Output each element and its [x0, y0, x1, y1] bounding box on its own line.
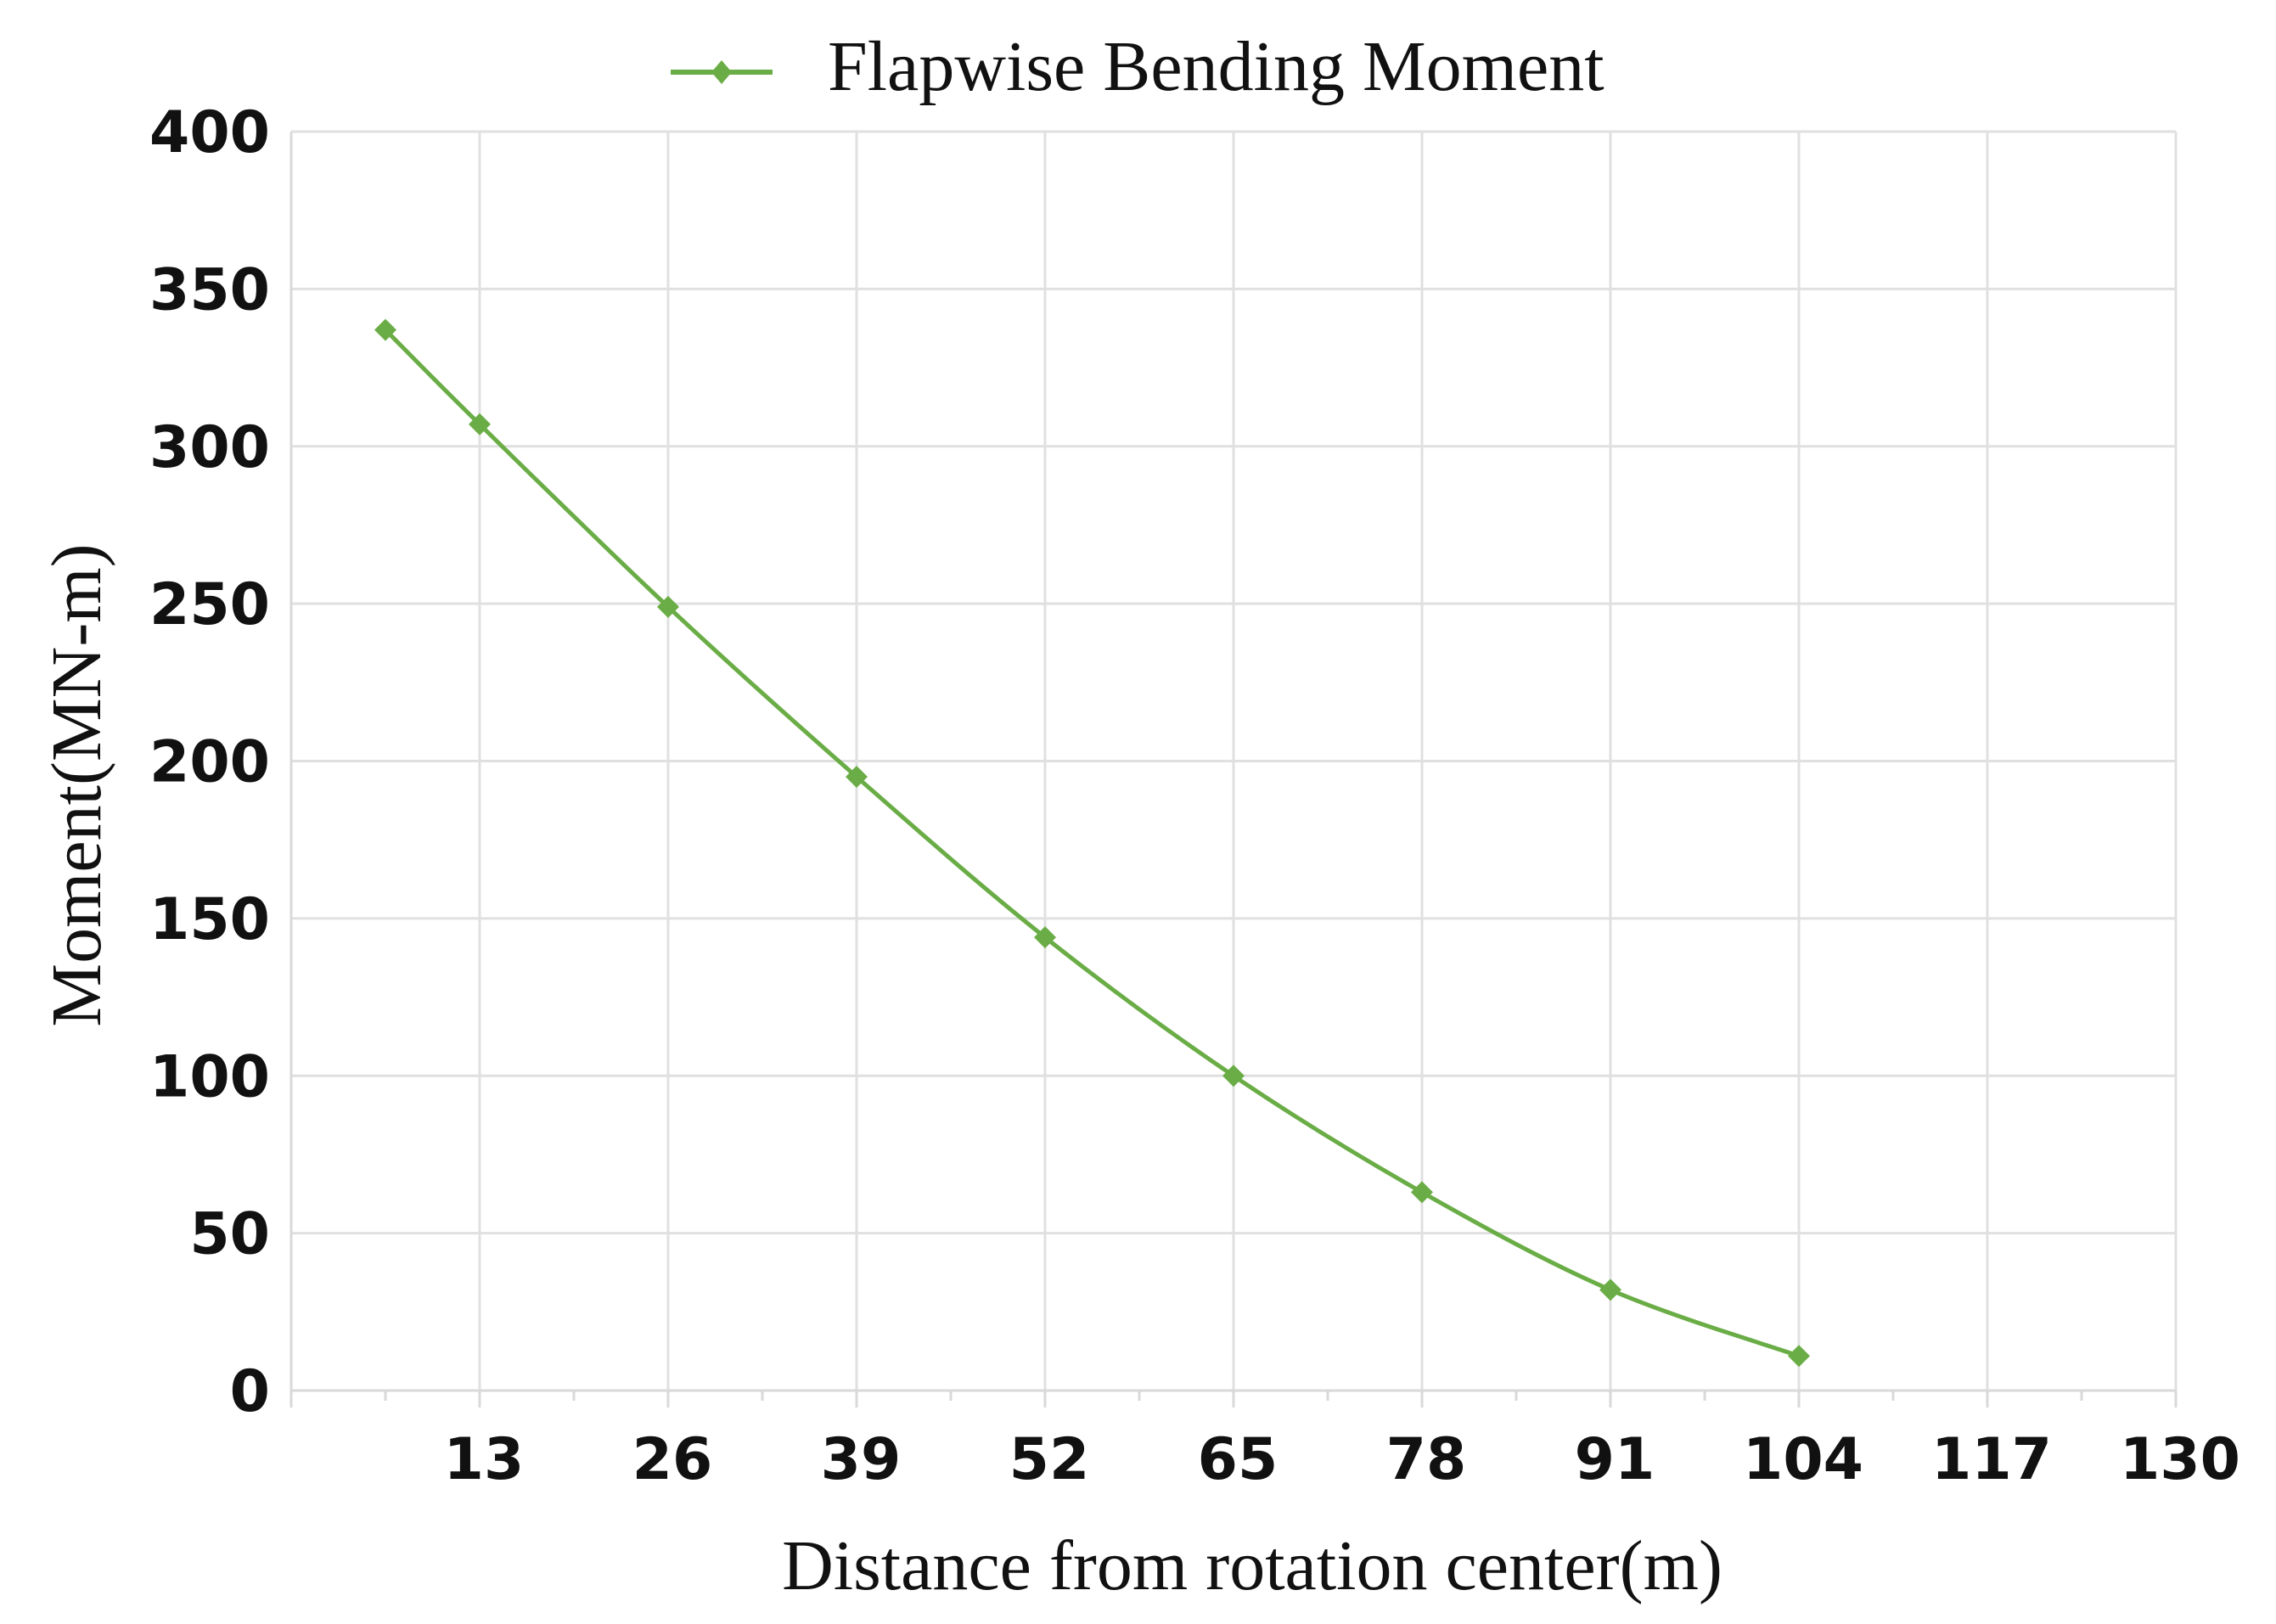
legend: Flapwise Bending Moment [671, 27, 1604, 106]
y-tick-label: 150 [149, 886, 270, 953]
y-tick-label: 350 [149, 256, 270, 323]
x-tick-label: 91 [1575, 1426, 1655, 1493]
x-tick-label: 65 [1198, 1426, 1278, 1493]
legend-label: Flapwise Bending Moment [828, 27, 1604, 106]
y-tick-label: 100 [149, 1043, 270, 1110]
y-axis-title: Moment(MN-m) [37, 543, 116, 1026]
legend-marker-icon [711, 60, 732, 84]
x-tick-label: 78 [1386, 1426, 1467, 1493]
grid [291, 130, 2178, 1391]
x-tick-label: 13 [444, 1426, 525, 1493]
x-tick-label: 52 [1009, 1426, 1090, 1493]
y-tick-label: 50 [189, 1201, 270, 1268]
axes [289, 132, 2178, 1408]
series-group [374, 318, 1810, 1368]
series-line [384, 328, 1800, 1358]
x-tick-label: 117 [1931, 1426, 2052, 1493]
data-point [1599, 1278, 1621, 1301]
y-tick-label: 400 [149, 99, 270, 166]
x-tick-label: 39 [821, 1426, 902, 1493]
data-point [657, 595, 679, 618]
y-tick-label: 250 [149, 571, 270, 638]
x-tick-label: 130 [2120, 1426, 2240, 1493]
y-tick-label: 200 [149, 729, 270, 796]
x-tick-labels: 13 26 39 52 65 78 91 104 117 130 [444, 1426, 2240, 1493]
y-tick-label: 300 [149, 414, 270, 481]
data-point [1222, 1065, 1245, 1087]
x-axis-title: Distance from rotation center(m) [782, 1526, 1722, 1605]
x-tick-label: 104 [1743, 1426, 1863, 1493]
x-tick-label: 26 [632, 1426, 713, 1493]
data-point [1788, 1345, 1810, 1368]
y-tick-label: 0 [230, 1358, 270, 1425]
data-point [374, 318, 396, 341]
data-point [846, 766, 868, 789]
y-tick-labels: 0 50 100 150 200 250 300 350 400 [149, 99, 270, 1425]
data-point [469, 413, 491, 436]
data-point [1411, 1181, 1433, 1204]
data-point [1034, 926, 1056, 949]
